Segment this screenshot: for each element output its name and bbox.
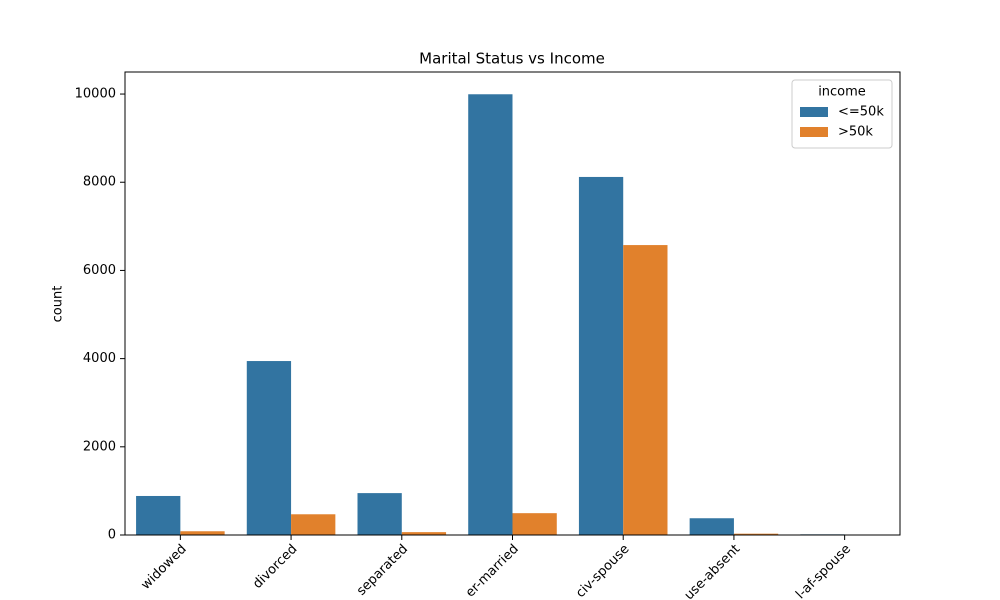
y-tick-label: 2000 [83,439,116,454]
y-axis-label: count [51,286,66,323]
y-tick-label: 0 [108,528,116,543]
bar [468,94,513,535]
legend-swatch [800,107,828,117]
bar [733,533,779,535]
legend-label: <=50k [838,105,884,120]
bar [512,513,557,535]
legend-title: income [818,85,866,100]
legend-swatch [800,127,828,137]
bar [246,361,292,535]
legend-label: >50k [838,125,873,140]
bar [180,531,225,535]
plot-frame [124,71,901,536]
bar [578,176,624,536]
bar [401,532,447,535]
y-tick-label: 8000 [83,175,116,190]
bar [623,245,668,536]
bar [136,495,181,535]
bar [689,518,734,535]
bar [357,493,402,535]
bar [291,514,336,535]
y-tick-label: 6000 [83,263,116,278]
y-tick-label: 4000 [83,351,116,366]
chart-title: Marital Status vs Income [419,50,605,68]
y-tick-label: 10000 [75,87,116,102]
